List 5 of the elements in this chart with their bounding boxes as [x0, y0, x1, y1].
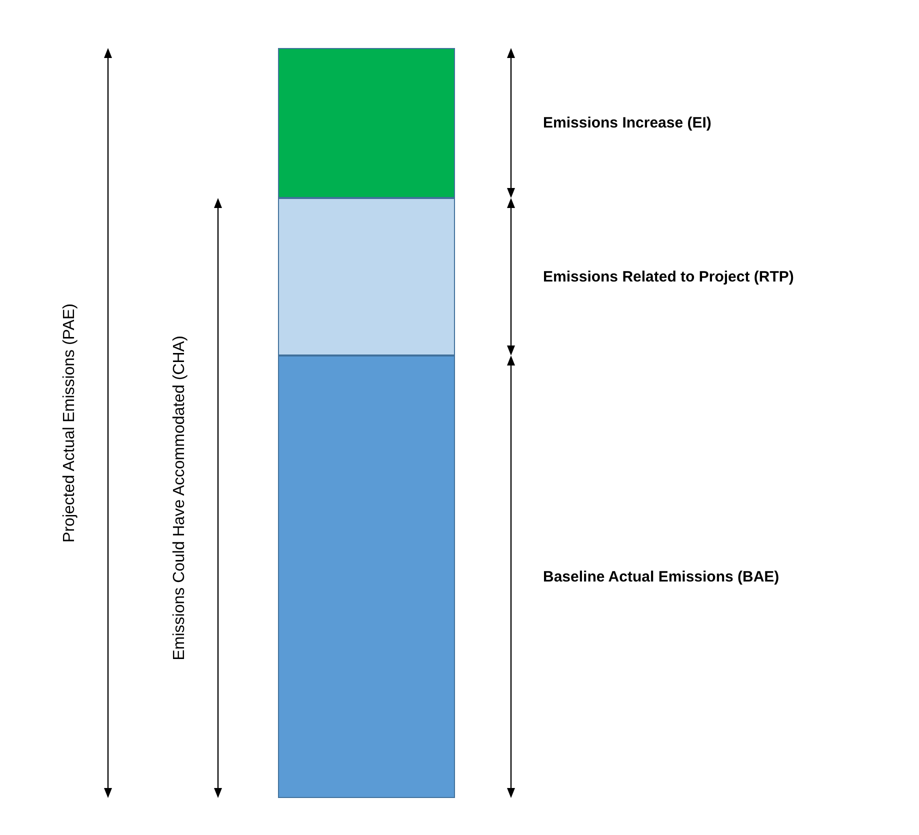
text: Emissions Could Have Accommodated (CHA) — [171, 336, 188, 660]
text: Baseline Actual Emissions (BAE) — [543, 568, 780, 586]
text: Projected Actual Emissions (PAE) — [61, 304, 78, 542]
text: Emissions Related to Project (RTP) — [543, 268, 794, 286]
text: Emissions Increase (EI) — [543, 114, 712, 132]
